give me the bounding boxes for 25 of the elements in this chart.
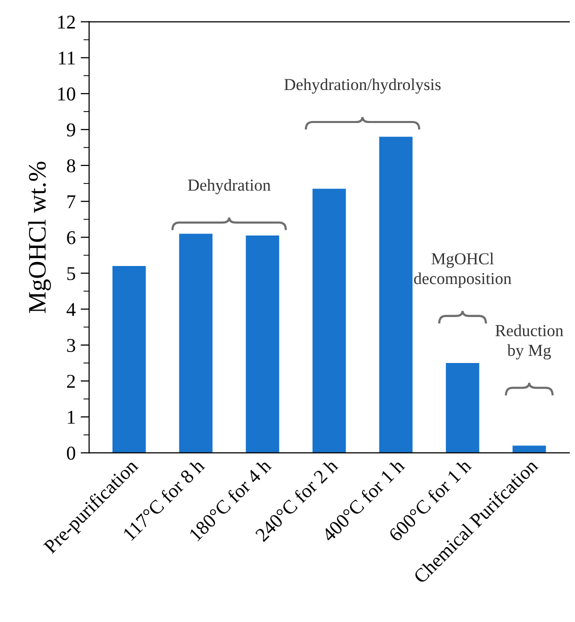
y-tick-label: 8 — [66, 159, 76, 172]
annotation: Dehydration/hydrolysis — [284, 78, 441, 94]
y-tick-label: 6 — [67, 231, 76, 244]
y-tick-label: 3 — [67, 338, 76, 352]
y-tick-label: 9 — [66, 123, 76, 136]
bar — [312, 188, 346, 453]
y-tick-label: 0 — [66, 446, 76, 460]
y-tick-label: 2 — [67, 374, 75, 388]
bar — [112, 266, 146, 453]
y-tick-label: 5 — [67, 267, 76, 280]
y-axis-title: MgOHCl wt.% — [28, 162, 51, 313]
y-tick-label: 7 — [67, 195, 76, 208]
y-tick-label: 11 — [58, 52, 75, 64]
y-tick-label: 1 — [68, 410, 75, 424]
bar — [246, 235, 280, 453]
annotation: Dehydration — [188, 179, 271, 194]
y-tick-label: 10 — [58, 87, 76, 101]
bar — [379, 136, 413, 453]
annotation: MgOHCl decomposition — [414, 252, 512, 288]
bar — [512, 446, 546, 453]
annotation: Reduction by Mg — [495, 324, 564, 360]
y-tick-label: 12 — [58, 16, 75, 29]
bar — [446, 363, 480, 453]
y-tick-label: 4 — [66, 303, 76, 316]
bar — [179, 234, 212, 453]
